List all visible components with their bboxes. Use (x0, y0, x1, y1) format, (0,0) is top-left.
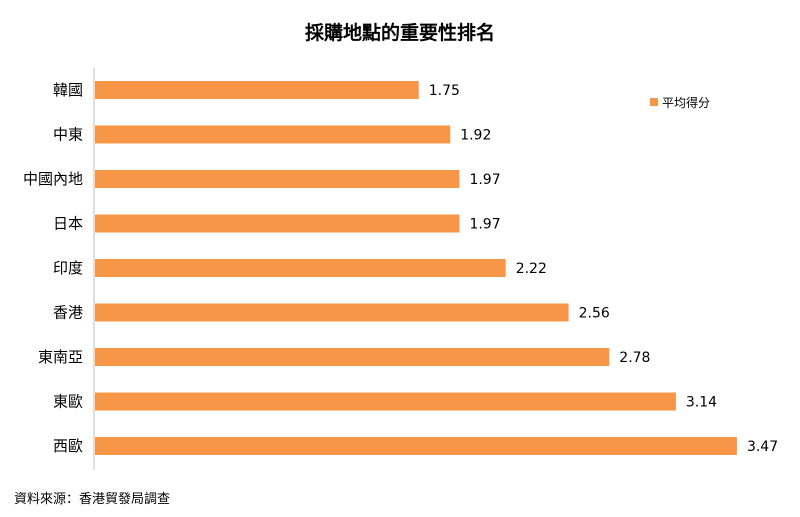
bar-8 (95, 392, 676, 411)
data-label: 2.22 (516, 261, 547, 277)
bar-1 (95, 81, 419, 99)
category-label: 日本 (53, 215, 83, 233)
legend: 平均得分 (650, 95, 710, 110)
category-label: 中東 (53, 126, 83, 144)
labels-layer: 韓國 1.75 中東 1.92 中國內地 1.97 日本 1.97 印度 2.22 香港 2.56 東南… (23, 81, 778, 455)
data-label: 3.47 (747, 439, 778, 455)
category-label: 西歐 (53, 437, 83, 455)
data-label: 2.78 (619, 350, 650, 366)
bar-6 (95, 303, 569, 322)
category-label: 東南亞 (38, 348, 83, 366)
bar-9 (95, 437, 737, 455)
data-label: 1.92 (460, 128, 491, 144)
category-label: 印度 (53, 259, 83, 277)
legend-label: 平均得分 (662, 95, 710, 110)
source-note: 資料來源：香港貿發局調查 (14, 492, 171, 507)
bar-5 (95, 259, 506, 277)
data-label: 3.14 (686, 395, 717, 411)
bars-layer (95, 81, 737, 455)
bar-4 (95, 214, 460, 233)
data-label: 1.97 (469, 217, 500, 233)
chart-title: 採購地點的重要性排名 (304, 22, 495, 44)
category-label: 東歐 (53, 393, 83, 411)
category-label: 韓國 (53, 81, 83, 99)
data-label: 1.75 (429, 83, 460, 99)
category-label: 香港 (53, 304, 83, 322)
bar-3 (95, 170, 460, 188)
data-label: 1.97 (469, 172, 500, 188)
bar-2 (95, 125, 451, 144)
category-label: 中國內地 (23, 170, 83, 188)
data-label: 2.56 (579, 306, 610, 322)
legend-swatch (650, 98, 658, 106)
bar-chart: 韓國 1.75 中東 1.92 中國內地 1.97 日本 1.97 印度 2.22 香港 2.56 東南… (23, 68, 778, 470)
bar-7 (95, 348, 610, 366)
